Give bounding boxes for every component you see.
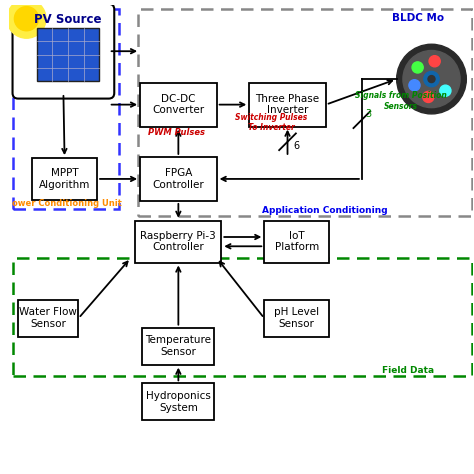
Text: BLDC Mo: BLDC Mo: [392, 13, 444, 23]
Bar: [142, 328, 214, 365]
Text: PWM Pulses: PWM Pulses: [147, 128, 205, 137]
Bar: [249, 82, 326, 127]
Bar: [140, 157, 217, 201]
Text: PV Source: PV Source: [34, 13, 102, 26]
Bar: [264, 221, 329, 263]
Bar: [18, 300, 79, 337]
Bar: [13, 258, 473, 376]
Circle shape: [412, 62, 423, 73]
Text: Signals from Position
Sensors: Signals from Position Sensors: [356, 91, 447, 111]
Circle shape: [428, 75, 435, 82]
Circle shape: [403, 51, 460, 108]
Text: Application Conditioning: Application Conditioning: [262, 206, 387, 215]
Circle shape: [423, 91, 434, 102]
Bar: [13, 9, 119, 209]
Bar: [140, 82, 217, 127]
Text: Switching Pulses
To Inverter: Switching Pulses To Inverter: [235, 113, 307, 133]
Circle shape: [409, 80, 420, 91]
Circle shape: [14, 7, 38, 31]
Circle shape: [7, 0, 46, 38]
Bar: [36, 28, 100, 82]
Text: Temperature
Sensor: Temperature Sensor: [146, 335, 211, 357]
Circle shape: [440, 85, 451, 96]
Text: Field Data: Field Data: [382, 366, 434, 375]
Bar: [142, 383, 214, 420]
Circle shape: [429, 55, 440, 67]
Text: IoT
Platform: IoT Platform: [274, 231, 319, 253]
Bar: [264, 300, 329, 337]
Bar: [32, 158, 97, 200]
Bar: [138, 9, 473, 216]
Text: ower Conditioning Unit: ower Conditioning Unit: [12, 199, 122, 208]
Text: Three Phase
Inverter: Three Phase Inverter: [255, 94, 319, 116]
Text: Hydroponics
System: Hydroponics System: [146, 391, 211, 413]
Text: 3: 3: [365, 109, 372, 119]
Circle shape: [424, 72, 439, 87]
FancyBboxPatch shape: [12, 4, 114, 99]
Text: Raspberry Pi-3
Controller: Raspberry Pi-3 Controller: [140, 231, 216, 253]
Text: 6: 6: [293, 141, 299, 151]
Text: pH Level
Sensor: pH Level Sensor: [274, 308, 319, 329]
Text: MPPT
Algorithm: MPPT Algorithm: [39, 168, 90, 190]
Text: DC-DC
Converter: DC-DC Converter: [152, 94, 204, 116]
Bar: [136, 221, 221, 263]
Circle shape: [397, 44, 466, 114]
Text: Water Flow
Sensor: Water Flow Sensor: [19, 308, 77, 329]
Text: FPGA
Controller: FPGA Controller: [153, 168, 204, 190]
